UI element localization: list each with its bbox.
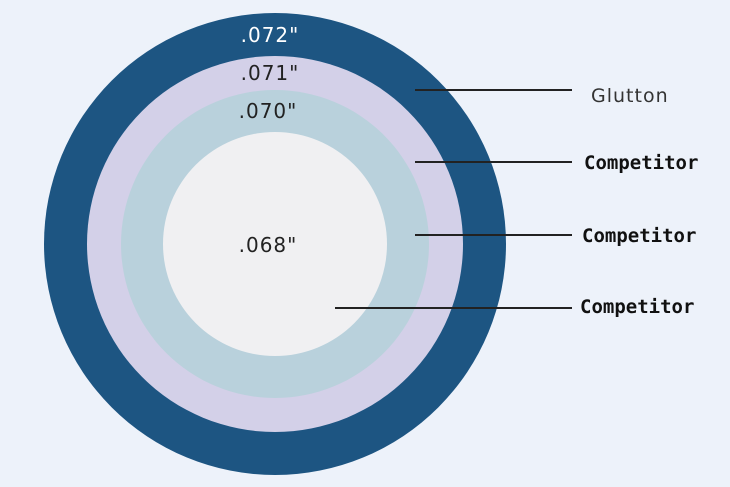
size-label-068: .068" <box>239 233 298 257</box>
label-competitor-2: Competitor <box>582 225 696 247</box>
size-label-070: .070" <box>239 99 298 123</box>
label-glutton: Glutton <box>591 85 669 107</box>
size-label-072: .072" <box>241 23 300 47</box>
label-competitor-3: Competitor <box>580 296 694 318</box>
size-label-071: .071" <box>241 61 300 85</box>
label-competitor-1: Competitor <box>584 152 698 174</box>
core-competitor-068 <box>163 132 387 356</box>
